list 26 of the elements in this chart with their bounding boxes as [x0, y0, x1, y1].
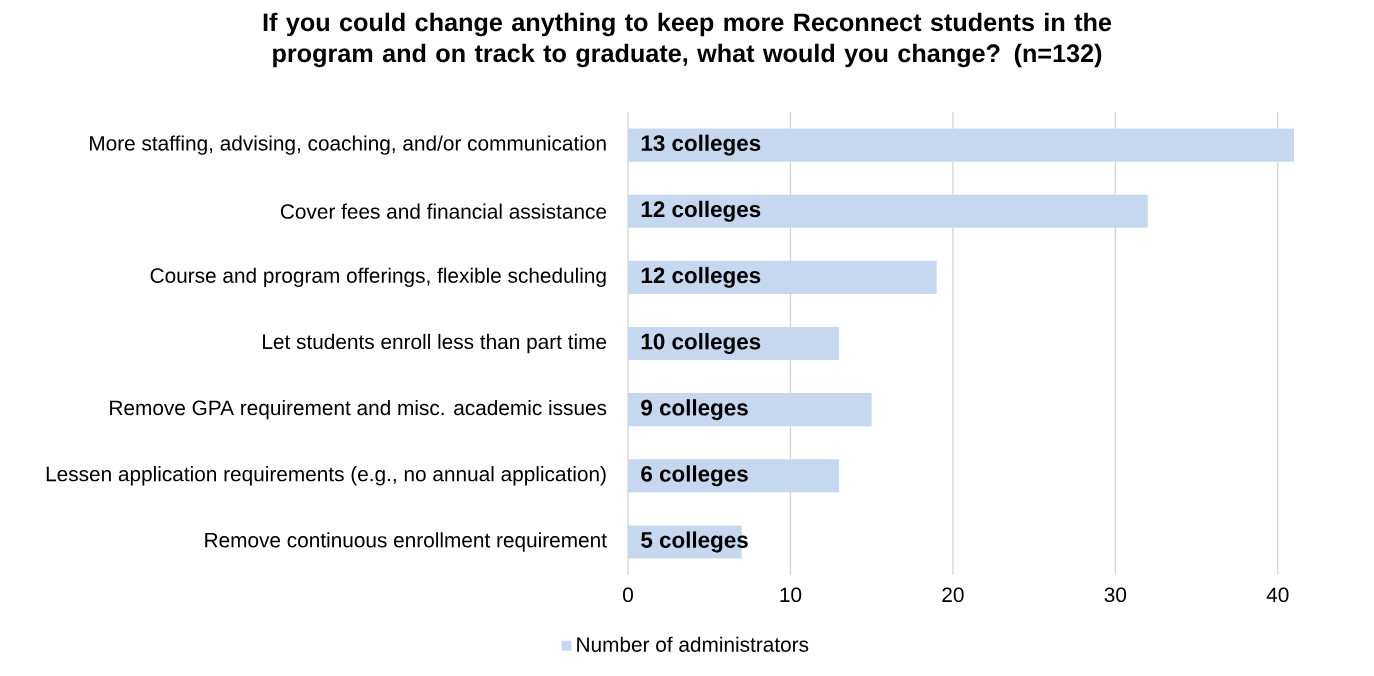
x-tick-label: 40 [1266, 587, 1289, 603]
legend-label: Number of administrators [577, 636, 809, 652]
annotation: 12 colleges [641, 266, 761, 288]
annotation: 10 colleges [641, 333, 761, 354]
bar [628, 260, 937, 294]
y-tick-label: More staffing, advising, coaching, and/or communication [90, 135, 606, 155]
y-tick-label: Cover fees and financial assistance [280, 203, 607, 219]
y-tick-label: Lessen application requirements (e.g., no annual application) [46, 466, 606, 486]
annotation: 9 colleges [641, 399, 748, 421]
bar [628, 128, 1294, 162]
y-tick-label: Let students enroll less than part time [263, 333, 607, 354]
annotation: 13 colleges [641, 134, 761, 156]
bar [628, 393, 872, 427]
x-tick-label: 20 [942, 587, 964, 603]
bar [628, 194, 1148, 228]
chart-title: If you could change anything to keep more Reconnect students in the program and on track to graduate, what would you change? (n=132) [263, 12, 1112, 68]
bar [628, 459, 840, 493]
y-tick-label: Course and program offerings, flexible scheduling [150, 267, 606, 288]
x-tick-label: 10 [780, 587, 802, 603]
x-tick-label: 30 [1104, 587, 1127, 603]
y-tick-label: Remove GPA requirement and misc. academic issues [110, 399, 607, 420]
annotation: 12 colleges [641, 200, 761, 222]
annotation: 6 colleges [641, 465, 748, 487]
y-tick-label: Remove continuous enrollment requirement [205, 532, 607, 552]
annotation: 5 colleges [641, 531, 748, 553]
x-tick-label: 0 [623, 587, 633, 603]
